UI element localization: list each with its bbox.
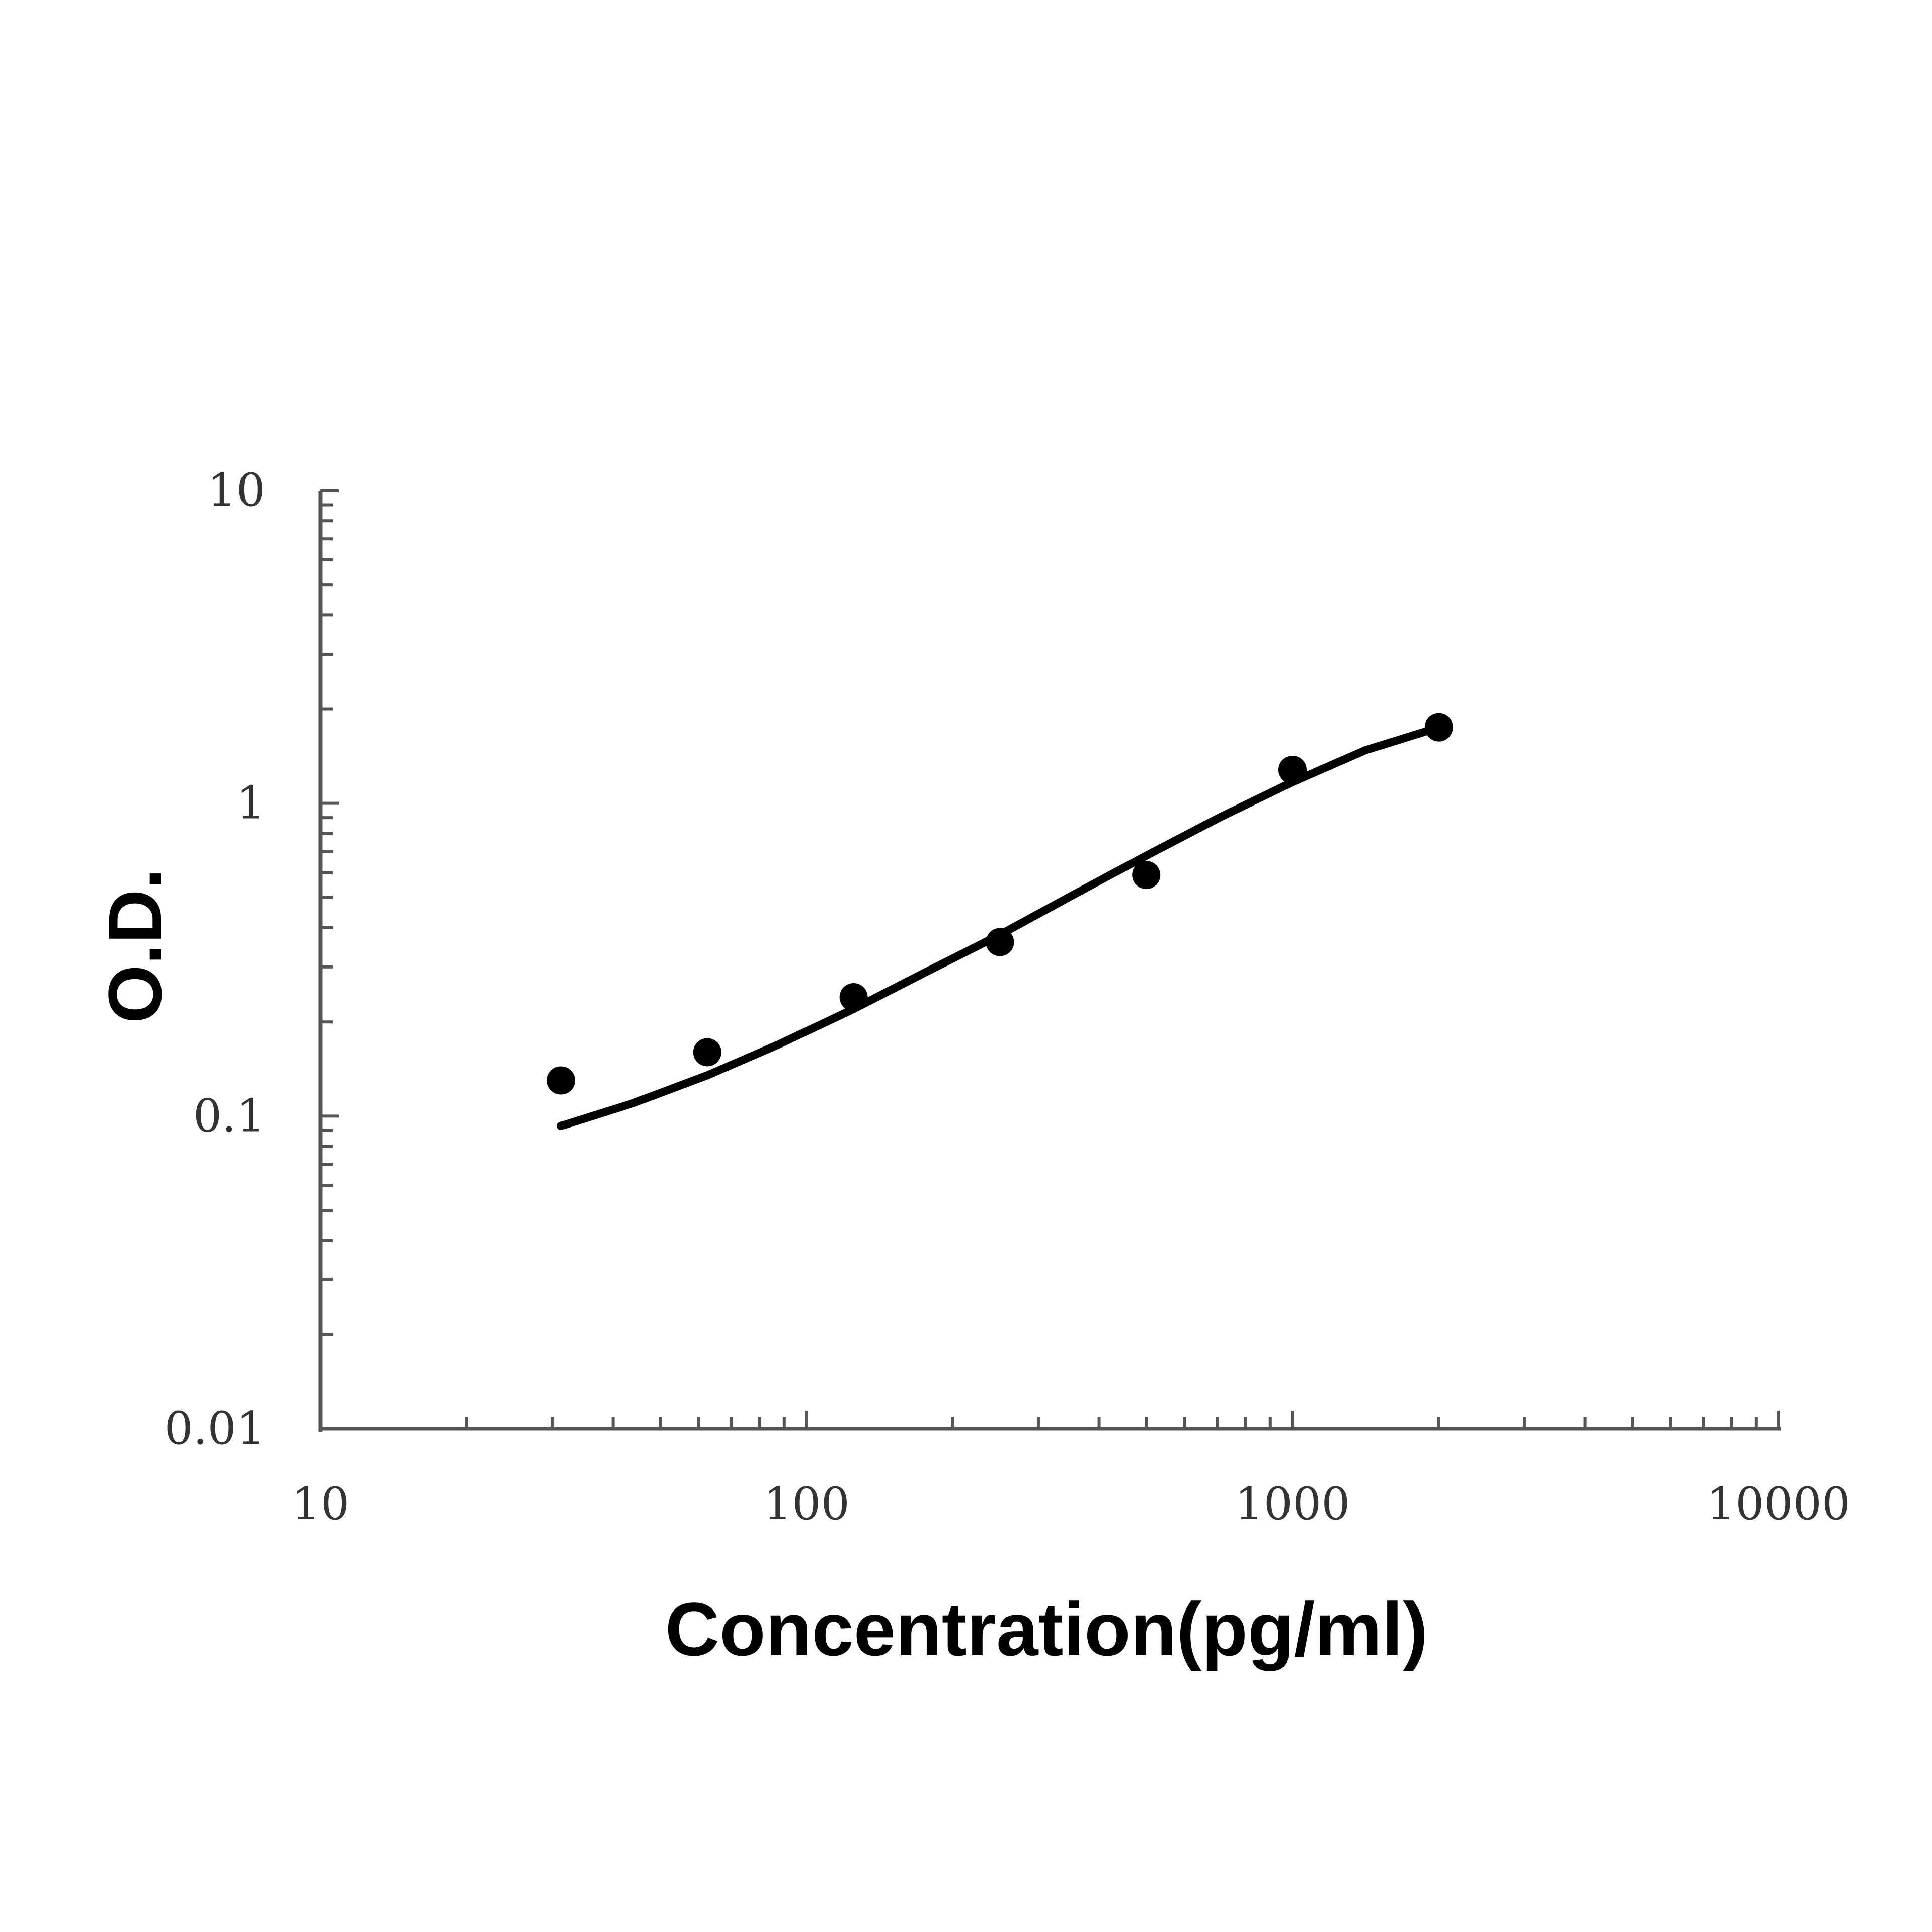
axes <box>318 489 1781 1432</box>
data-point <box>1132 861 1161 890</box>
y-tick-label: 10 <box>207 464 265 517</box>
x-tick-label: 1000 <box>1235 1478 1350 1531</box>
data-point <box>839 983 868 1011</box>
data-point <box>1424 713 1453 742</box>
x-tick-label: 100 <box>763 1478 850 1531</box>
x-tick-label: 10 <box>292 1478 350 1531</box>
tick-labels: 0.01 0.1 1 10 10 100 1000 10000 <box>165 464 1851 1531</box>
y-tick-label: 0.01 <box>165 1402 265 1455</box>
x-tick-label: 10000 <box>1707 1478 1850 1531</box>
y-axis-title: O.D. <box>93 868 177 1023</box>
data-point <box>1278 756 1307 784</box>
data-point <box>693 1038 721 1067</box>
data-point <box>986 928 1014 956</box>
fit-curve <box>557 723 1443 1130</box>
x-axis-title: Concentration(pg/ml) <box>665 1587 1428 1671</box>
y-tick-label: 0.1 <box>193 1089 265 1142</box>
data-point <box>547 1066 576 1095</box>
data-points <box>547 713 1453 1095</box>
y-tick-label: 1 <box>236 777 265 830</box>
